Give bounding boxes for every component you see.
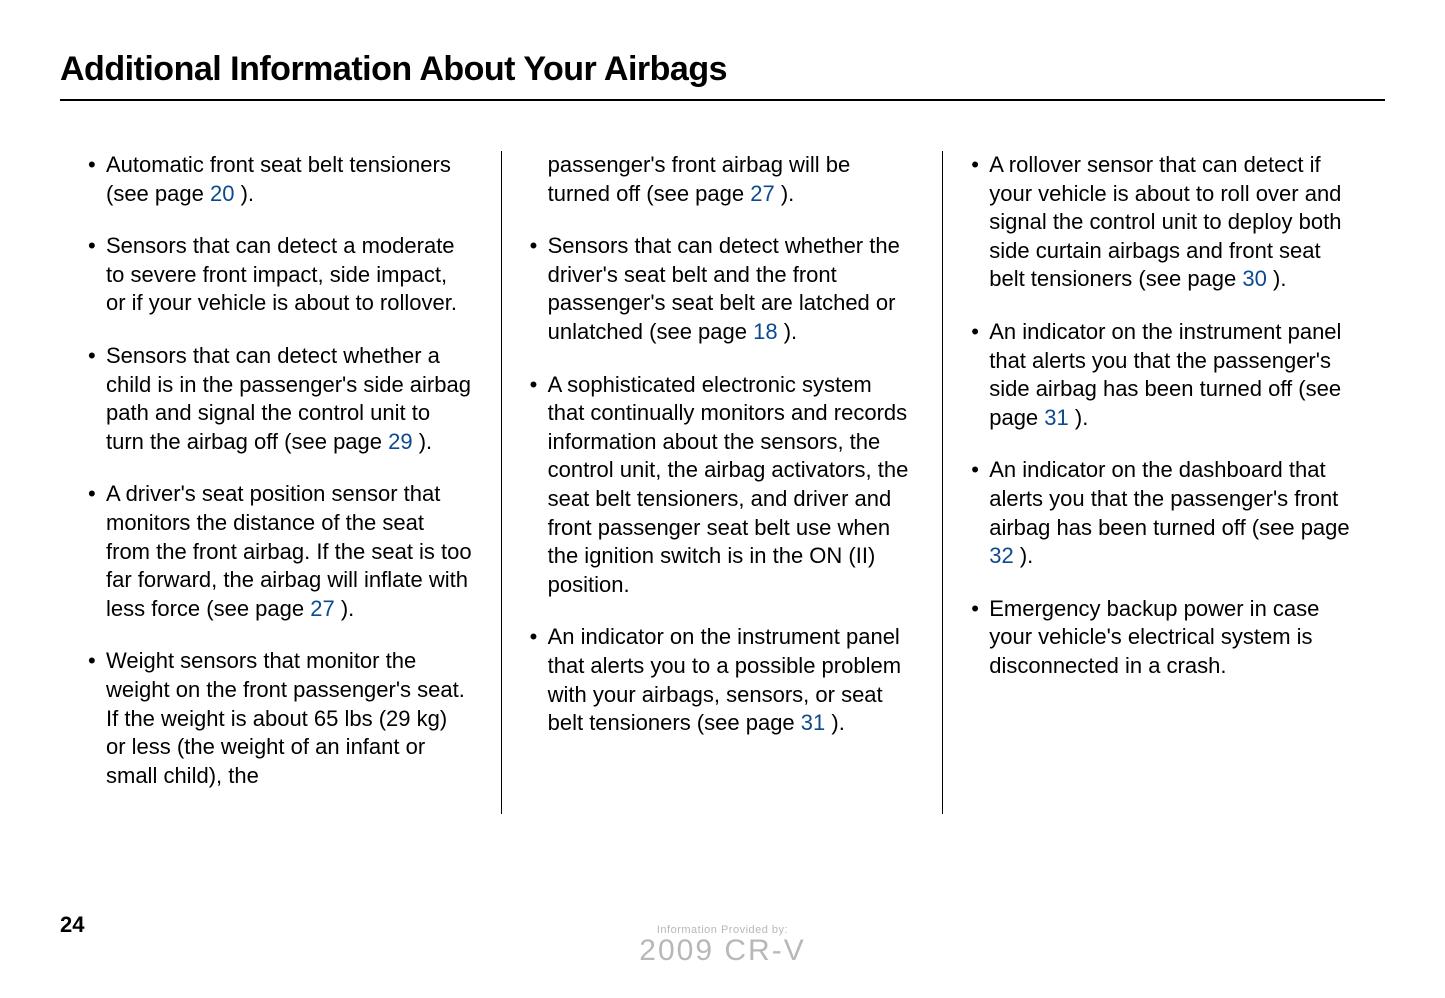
list-item: •Emergency backup power in case your veh… [971, 595, 1357, 681]
list-item: •A driver's seat position sensor that mo… [88, 480, 473, 623]
list-item-text: An indicator on the instrument panel tha… [989, 318, 1357, 432]
list-item-text: An indicator on the instrument panel tha… [548, 623, 915, 737]
page-link[interactable]: 27 [310, 596, 334, 621]
bullet-icon: • [971, 456, 989, 570]
bullet-icon: • [88, 151, 106, 208]
list-item-text: A driver's seat position sensor that mon… [106, 480, 473, 623]
bullet-icon: • [971, 318, 989, 432]
list-item: •Sensors that can detect whether the dri… [530, 232, 915, 346]
bullet-icon: • [971, 595, 989, 681]
list-item: •An indicator on the instrument panel th… [971, 318, 1357, 432]
list-item-text: Automatic front seat belt tensioners (se… [106, 151, 473, 208]
page-link[interactable]: 29 [388, 429, 412, 454]
page-number: 24 [60, 912, 84, 938]
list-item-text: An indicator on the dashboard that alert… [989, 456, 1357, 570]
page-link[interactable]: 31 [1044, 405, 1068, 430]
page-link[interactable]: 27 [750, 181, 774, 206]
column-2: passenger's front airbag will be turned … [502, 151, 944, 814]
list-item: •A sophisticated electronic system that … [530, 371, 915, 600]
column-1: •Automatic front seat belt tensioners (s… [60, 151, 502, 814]
list-item: •An indicator on the instrument panel th… [530, 623, 915, 737]
bullet-icon: • [88, 342, 106, 456]
bullet-icon: • [530, 623, 548, 737]
list-item-text: A sophisticated electronic system that c… [548, 371, 915, 600]
content-columns: •Automatic front seat belt tensioners (s… [60, 151, 1385, 814]
page-title: Additional Information About Your Airbag… [60, 50, 1385, 101]
list-item: •Sensors that can detect a moderate to s… [88, 232, 473, 318]
bullet-icon: • [88, 232, 106, 318]
document-page: Additional Information About Your Airbag… [0, 0, 1445, 998]
bullet-icon: • [88, 480, 106, 623]
list-item: •Automatic front seat belt tensioners (s… [88, 151, 473, 208]
watermark-line2: 2009 CR-V [639, 934, 805, 968]
bullet-icon: • [530, 371, 548, 600]
list-item-continuation: passenger's front airbag will be turned … [530, 151, 915, 208]
page-link[interactable]: 18 [753, 319, 777, 344]
list-item: •Weight sensors that monitor the weight … [88, 647, 473, 790]
page-link[interactable]: 31 [801, 710, 825, 735]
list-item: •An indicator on the dashboard that aler… [971, 456, 1357, 570]
page-link[interactable]: 20 [210, 181, 234, 206]
list-item-text: Sensors that can detect whether a child … [106, 342, 473, 456]
page-link[interactable]: 32 [989, 543, 1013, 568]
list-item-text: Sensors that can detect whether the driv… [548, 232, 915, 346]
column-3: •A rollover sensor that can detect if yo… [943, 151, 1385, 814]
list-item-text: A rollover sensor that can detect if you… [989, 151, 1357, 294]
list-item-text: Emergency backup power in case your vehi… [989, 595, 1357, 681]
list-item-text: Sensors that can detect a moderate to se… [106, 232, 473, 318]
bullet-icon: • [971, 151, 989, 294]
watermark: Information Provided by: 2009 CR-V [639, 924, 805, 968]
page-link[interactable]: 30 [1242, 266, 1266, 291]
list-item-text: Weight sensors that monitor the weight o… [106, 647, 473, 790]
bullet-icon: • [530, 232, 548, 346]
list-item: •A rollover sensor that can detect if yo… [971, 151, 1357, 294]
bullet-icon: • [88, 647, 106, 790]
list-item: •Sensors that can detect whether a child… [88, 342, 473, 456]
